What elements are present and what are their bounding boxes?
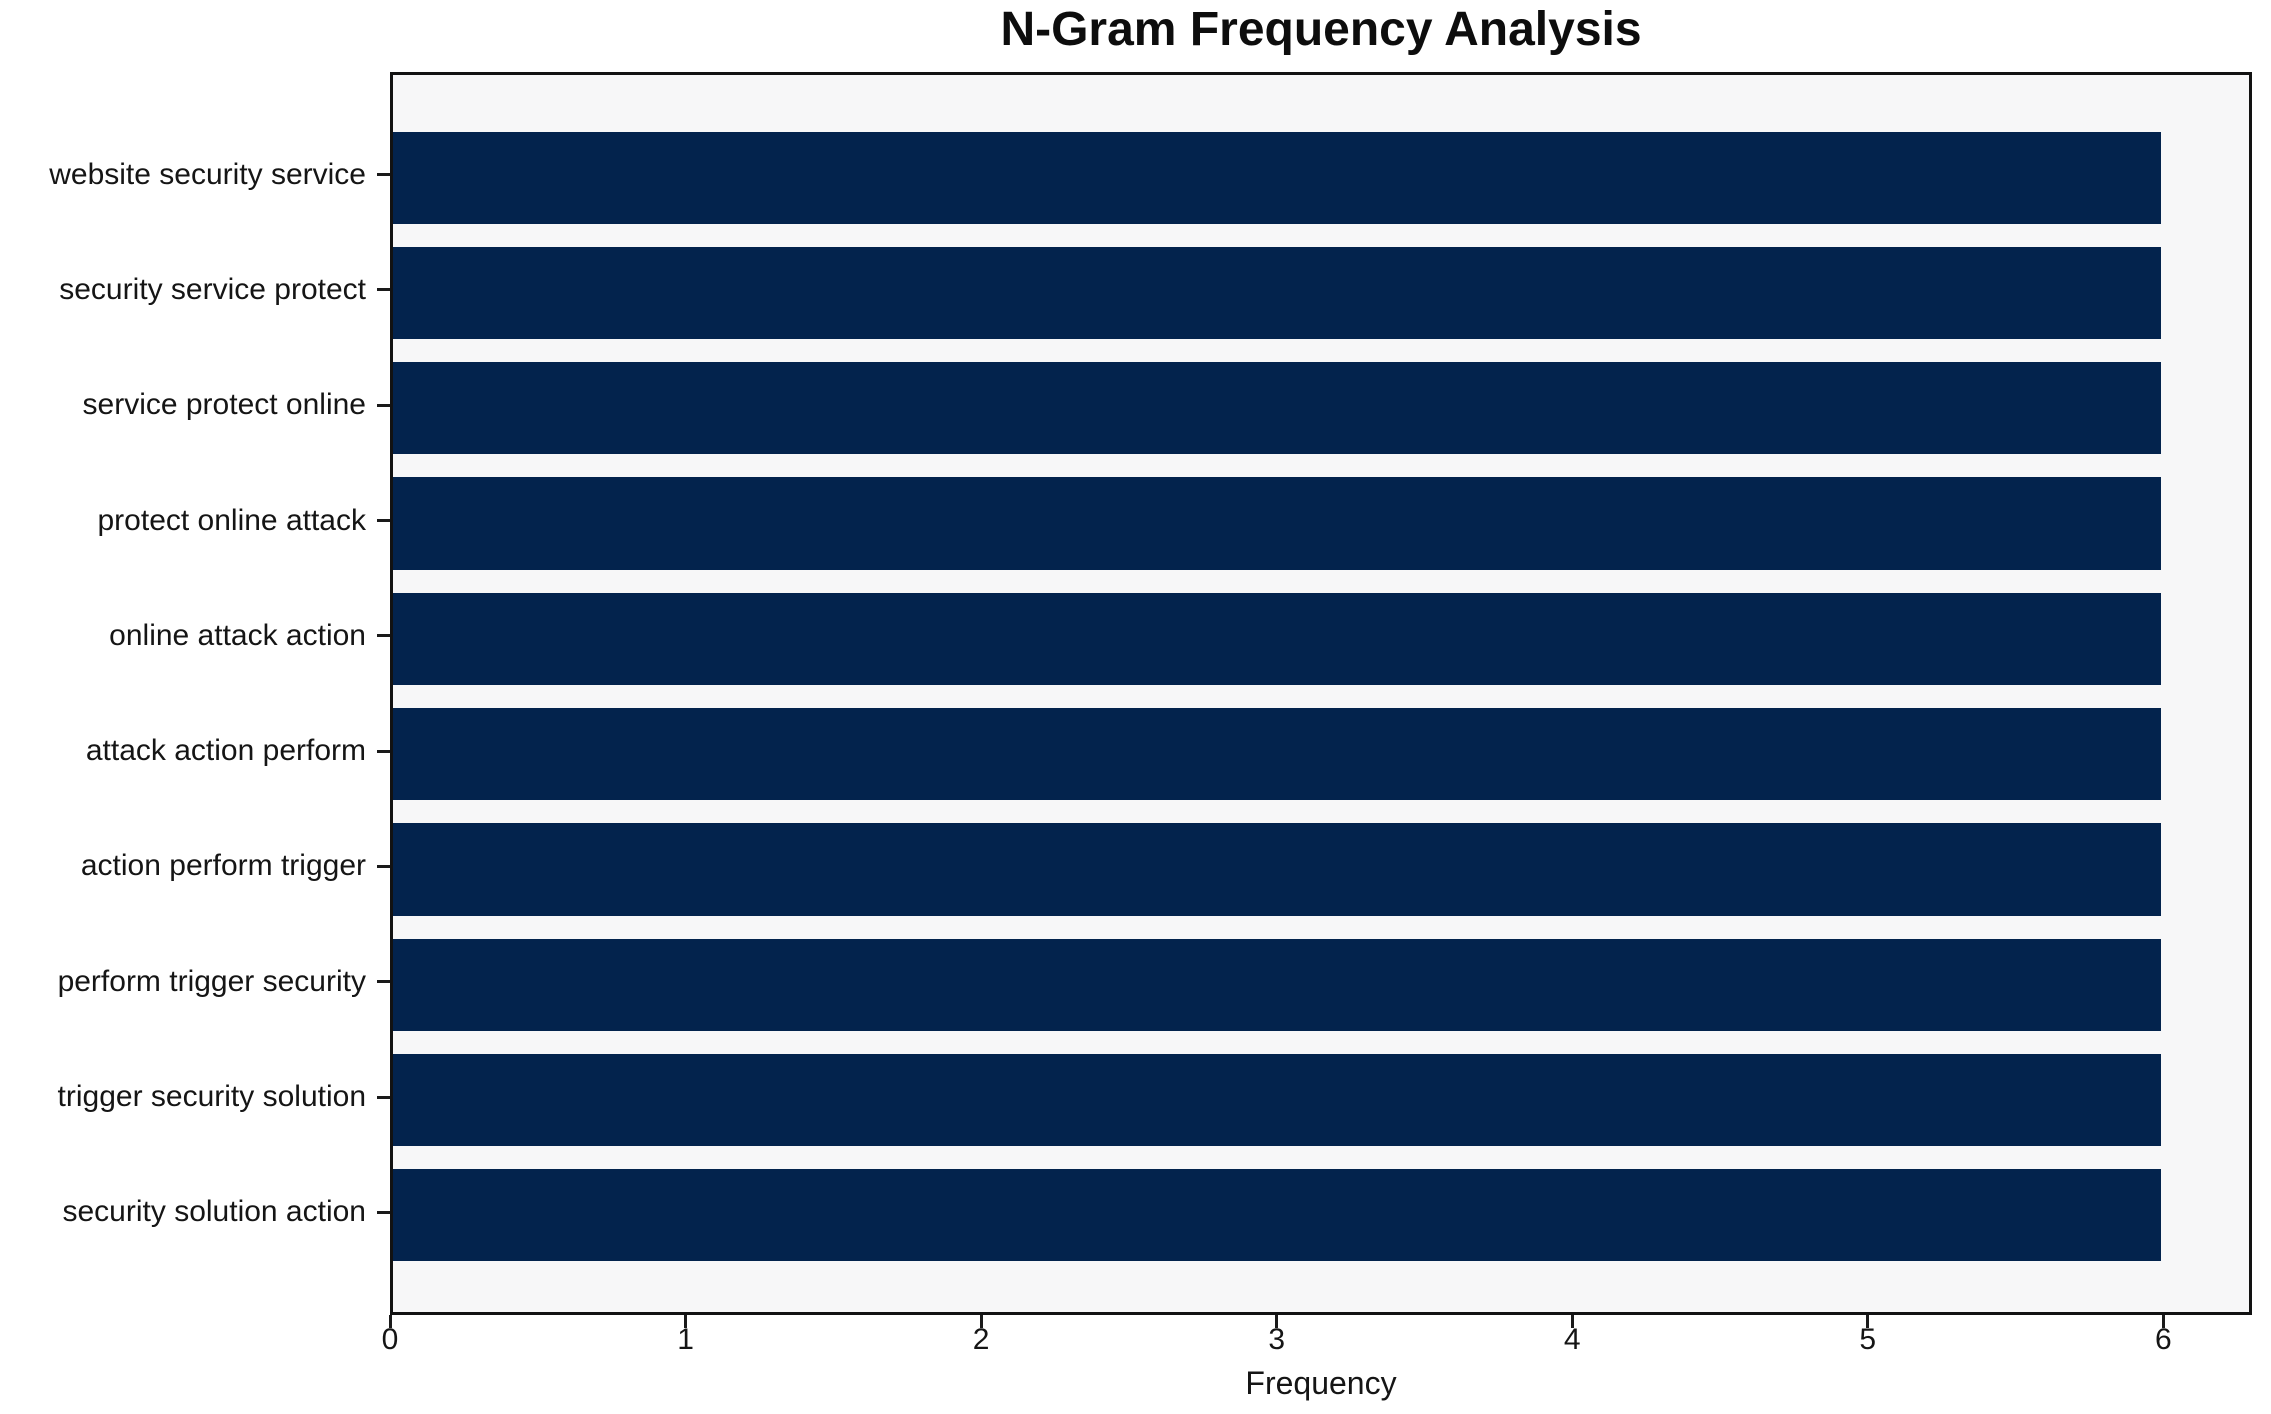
y-tick-label: trigger security solution	[57, 1080, 366, 1114]
y-tick-mark	[377, 519, 390, 523]
bar	[393, 246, 2161, 340]
y-tick-label: perform trigger security	[57, 964, 366, 998]
y-tick-mark	[377, 1095, 390, 1099]
x-tick-label: 6	[2154, 1323, 2172, 1356]
x-tick-mark	[1570, 1315, 1574, 1328]
y-tick-mark	[377, 864, 390, 868]
x-tick-label: 2	[972, 1323, 990, 1356]
y-tick-mark	[377, 749, 390, 753]
y-tick-label: service protect online	[82, 388, 366, 422]
bar	[393, 938, 2161, 1031]
x-axis-title: Frequency	[1245, 1365, 1397, 1401]
y-tick-mark	[377, 288, 390, 292]
x-tick-mark	[2161, 1315, 2165, 1328]
y-tick-label: action perform trigger	[80, 849, 366, 883]
x-tick-label: 3	[1268, 1323, 1285, 1356]
y-tick-mark	[377, 173, 390, 177]
x-tick-mark	[979, 1315, 983, 1328]
y-tick-label: protect online attack	[97, 503, 367, 537]
bar	[393, 823, 2161, 916]
y-tick-mark	[377, 403, 390, 407]
bar	[393, 131, 2161, 224]
bar	[393, 477, 2161, 570]
x-tick-label: 5	[1859, 1323, 1877, 1356]
x-tick-mark	[388, 1315, 392, 1328]
x-tick-mark	[1866, 1315, 1870, 1328]
y-tick-label: security solution action	[62, 1195, 367, 1229]
y-tick-label: security service protect	[59, 272, 366, 306]
x-tick-mark	[684, 1315, 688, 1328]
y-tick-label: website security service	[49, 157, 366, 191]
x-tick-mark	[1275, 1315, 1279, 1328]
chart-title: N-Gram Frequency Analysis	[1000, 3, 1642, 56]
y-tick-mark	[377, 634, 390, 638]
y-tick-mark	[377, 980, 390, 984]
y-tick-label: attack action perform	[85, 734, 366, 768]
bar	[393, 1053, 2161, 1147]
y-tick-mark	[377, 1210, 390, 1214]
x-tick-label: 4	[1563, 1323, 1581, 1356]
bar	[393, 708, 2161, 801]
bar	[393, 1169, 2161, 1262]
bar	[393, 592, 2161, 685]
y-tick-label: online attack action	[109, 618, 366, 652]
plot-area	[390, 72, 2252, 1315]
x-tick-label: 0	[381, 1323, 399, 1356]
x-tick-label: 1	[677, 1323, 694, 1356]
bar	[393, 362, 2161, 455]
